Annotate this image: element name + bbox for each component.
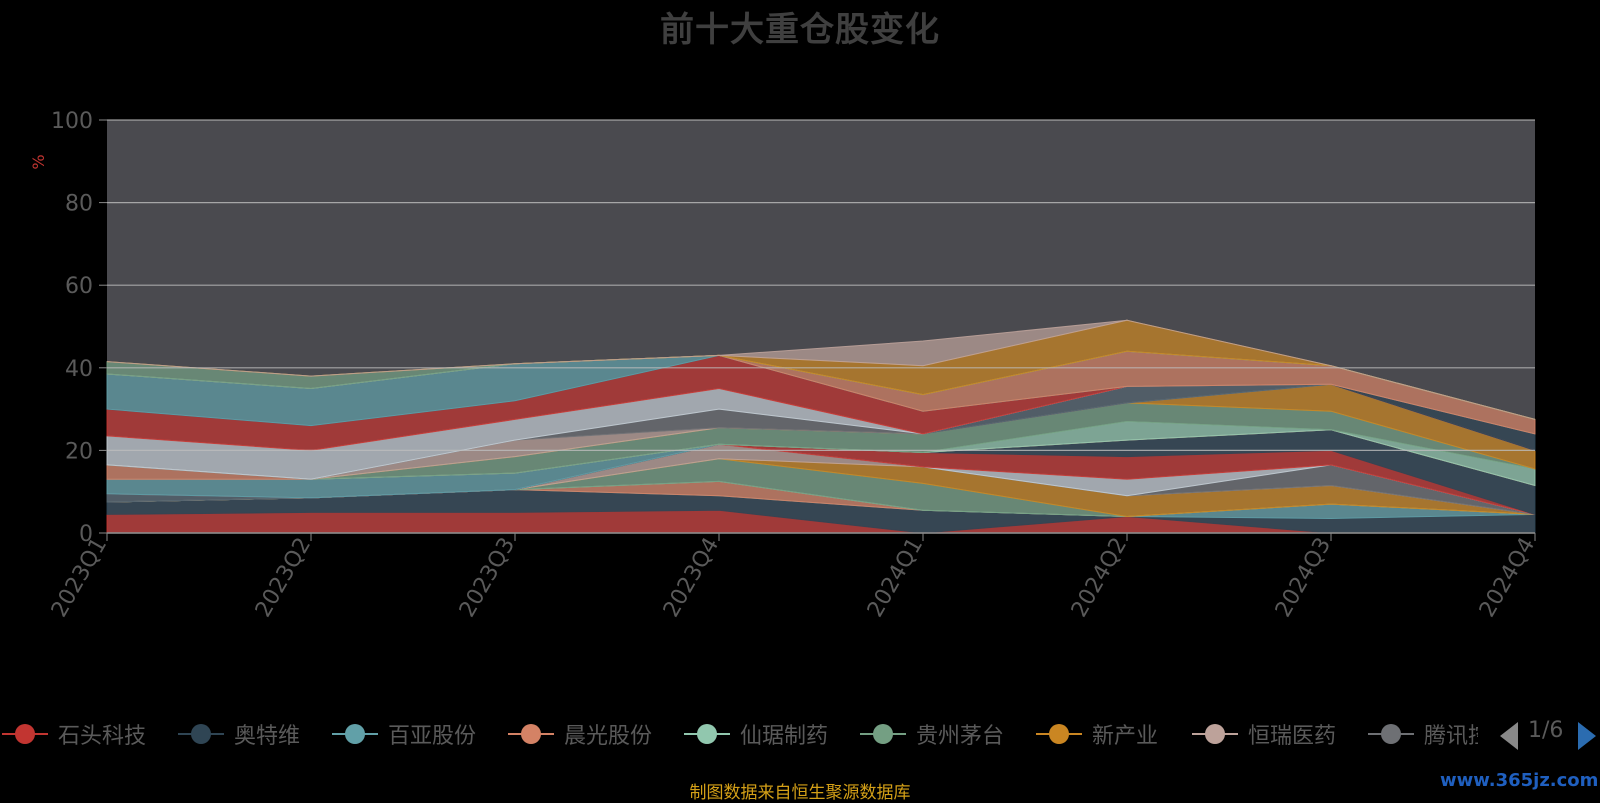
- y-tick-label-5: 100: [51, 109, 93, 134]
- legend-next-page-icon[interactable]: [1578, 722, 1596, 750]
- legend-item-3[interactable]: 晨光股份: [506, 714, 652, 754]
- legend-marker-icon: [682, 714, 732, 754]
- legend-item-8[interactable]: 腾讯控股: [1366, 714, 1478, 754]
- legend-label: 仙琚制药: [740, 724, 829, 749]
- legend-label: 晨光股份: [564, 724, 653, 749]
- chart-title: 前十大重仓股变化: [660, 10, 940, 50]
- legend-label: 新产业: [1092, 724, 1159, 749]
- y-tick-label-3: 60: [65, 274, 93, 299]
- legend-label: 恒瑞医药: [1248, 724, 1337, 749]
- legend-marker-icon: [1366, 714, 1416, 754]
- y-tick-label-2: 40: [65, 357, 93, 382]
- legend-item-2[interactable]: 百亚股份: [330, 714, 476, 754]
- source-note: 制图数据来自恒生聚源数据库: [689, 783, 911, 803]
- legend-label: 腾讯控股: [1424, 724, 1478, 749]
- y-tick-label-1: 20: [65, 439, 93, 464]
- legend-marker-icon: [1034, 714, 1084, 754]
- x-tick-label-3: 2023Q4: [659, 534, 724, 622]
- x-tick-label-6: 2024Q3: [1271, 534, 1336, 622]
- legend-marker-icon: [858, 714, 908, 754]
- y-axis-label: %: [29, 154, 48, 169]
- legend-marker-icon: [330, 714, 380, 754]
- y-tick-label-4: 80: [65, 192, 93, 217]
- legend-items: 石头科技 奥特维 百亚股份 晨光股份 仙琚制药 贵州茅台 新产业 恒瑞医药 腾讯控股: [0, 714, 1478, 754]
- legend-marker-icon: [176, 714, 226, 754]
- legend-pager: 1/6: [1500, 714, 1600, 754]
- legend-label: 奥特维: [234, 724, 301, 749]
- legend-marker-icon: [1190, 714, 1240, 754]
- legend-label: 贵州茅台: [916, 724, 1005, 749]
- legend-marker-icon: [506, 714, 556, 754]
- legend-label: 百亚股份: [388, 724, 477, 749]
- legend-marker-icon: [0, 714, 50, 754]
- x-tick-label-7: 2024Q4: [1475, 534, 1540, 622]
- legend-item-6[interactable]: 新产业: [1034, 714, 1158, 754]
- legend-item-0[interactable]: 石头科技: [0, 714, 146, 754]
- x-tick-label-5: 2024Q2: [1067, 534, 1132, 622]
- legend-item-1[interactable]: 奥特维: [176, 714, 300, 754]
- legend-item-5[interactable]: 贵州茅台: [858, 714, 1004, 754]
- legend-page-indicator: 1/6: [1528, 718, 1564, 743]
- x-tick-label-2: 2023Q3: [455, 534, 520, 622]
- legend-item-4[interactable]: 仙琚制药: [682, 714, 828, 754]
- watermark: www.365jz.com: [1440, 770, 1599, 791]
- legend-prev-page-icon[interactable]: [1500, 722, 1518, 750]
- x-tick-label-1: 2023Q2: [251, 534, 316, 622]
- legend-label: 石头科技: [58, 724, 147, 749]
- legend: 石头科技 奥特维 百亚股份 晨光股份 仙琚制药 贵州茅台 新产业 恒瑞医药 腾讯控股 1/6: [0, 714, 1600, 754]
- area-series-29[interactable]: [106, 319, 1536, 420]
- y-tick-label-0: 0: [79, 522, 93, 547]
- legend-item-7[interactable]: 恒瑞医药: [1190, 714, 1336, 754]
- x-tick-label-4: 2024Q1: [863, 534, 928, 622]
